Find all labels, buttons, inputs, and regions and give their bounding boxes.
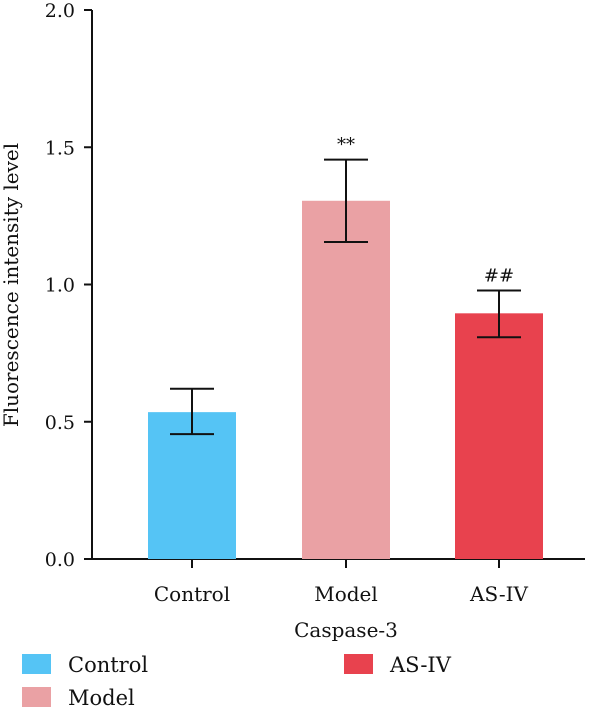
y-tick-label: 2.0 bbox=[45, 0, 75, 22]
y-tick-label: 1.5 bbox=[45, 137, 75, 159]
legend-item: Model bbox=[22, 686, 135, 710]
bar-model bbox=[302, 200, 390, 559]
significance-label: ## bbox=[484, 266, 514, 287]
significance-label: ** bbox=[337, 135, 355, 156]
legend: Control Model AS-IV bbox=[22, 653, 452, 710]
y-tick-label: 1.0 bbox=[45, 275, 75, 297]
y-axis-title: Fluorescence intensity level bbox=[0, 143, 23, 427]
x-tick-label: Control bbox=[154, 582, 230, 606]
legend-swatch bbox=[22, 654, 51, 674]
bars bbox=[148, 200, 543, 559]
significance-annotations: ** ## bbox=[337, 135, 514, 287]
y-axis: 0.0 0.5 1.0 1.5 2.0 bbox=[45, 0, 93, 571]
bar-as-iv bbox=[455, 313, 543, 559]
legend-label: AS-IV bbox=[389, 653, 452, 677]
bar-control bbox=[148, 412, 236, 559]
legend-swatch bbox=[344, 654, 373, 674]
error-bar bbox=[324, 158, 368, 243]
legend-label: Control bbox=[68, 653, 148, 677]
legend-item: AS-IV bbox=[344, 653, 452, 677]
legend-swatch bbox=[22, 687, 51, 707]
error-bar bbox=[477, 289, 521, 339]
x-tick-label: Model bbox=[314, 582, 378, 606]
error-bar bbox=[170, 387, 214, 436]
error-bars bbox=[170, 158, 521, 436]
y-tick-label: 0.5 bbox=[45, 412, 75, 434]
legend-item: Control bbox=[22, 653, 148, 677]
x-tick-label: AS-IV bbox=[469, 582, 529, 606]
x-axis: Control Model AS-IV bbox=[92, 558, 585, 606]
legend-label: Model bbox=[68, 686, 135, 710]
x-axis-title: Caspase-3 bbox=[294, 618, 398, 642]
y-tick-label: 0.0 bbox=[45, 549, 75, 571]
